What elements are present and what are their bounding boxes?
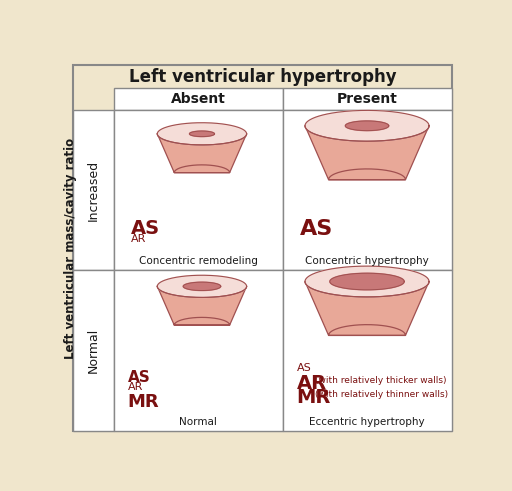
Polygon shape [305, 281, 429, 335]
Bar [283, 88, 452, 110]
Bar [283, 270, 452, 431]
Text: AR: AR [131, 234, 146, 245]
Text: Concentric hypertrophy: Concentric hypertrophy [305, 256, 429, 266]
Text: Increased: Increased [87, 160, 100, 220]
Polygon shape [157, 123, 247, 145]
Polygon shape [157, 134, 247, 173]
Text: AR: AR [127, 382, 143, 392]
Bar [114, 270, 283, 431]
Text: MR: MR [296, 388, 331, 407]
Text: Left ventricular mass/cavity ratio: Left ventricular mass/cavity ratio [63, 137, 77, 358]
Text: AS: AS [296, 363, 311, 373]
Text: Normal: Normal [179, 416, 217, 427]
Polygon shape [345, 121, 389, 131]
Polygon shape [157, 275, 247, 298]
Polygon shape [157, 286, 247, 325]
Polygon shape [305, 110, 429, 141]
Bar [114, 88, 283, 110]
Text: AS: AS [300, 219, 333, 239]
Text: Normal: Normal [87, 328, 100, 373]
Bar [283, 110, 452, 270]
Polygon shape [189, 131, 215, 136]
Bar [73, 270, 114, 431]
Text: Present: Present [336, 92, 397, 106]
Text: MR: MR [127, 393, 159, 411]
Text: Eccentric hypertrophy: Eccentric hypertrophy [309, 416, 425, 427]
Polygon shape [305, 126, 429, 180]
Bar [73, 110, 114, 270]
Text: AR: AR [296, 374, 327, 393]
Text: (with relatively thicker walls): (with relatively thicker walls) [315, 376, 446, 385]
Polygon shape [183, 282, 221, 291]
Text: AS: AS [131, 219, 160, 238]
Polygon shape [305, 266, 429, 297]
Bar [114, 110, 283, 270]
Text: Left ventricular hypertrophy: Left ventricular hypertrophy [129, 68, 396, 86]
Polygon shape [330, 273, 404, 290]
Text: (with relatively thinner walls): (with relatively thinner walls) [315, 389, 448, 399]
Text: AS: AS [127, 370, 151, 385]
Text: Absent: Absent [170, 92, 225, 106]
Text: Concentric remodeling: Concentric remodeling [139, 256, 258, 266]
